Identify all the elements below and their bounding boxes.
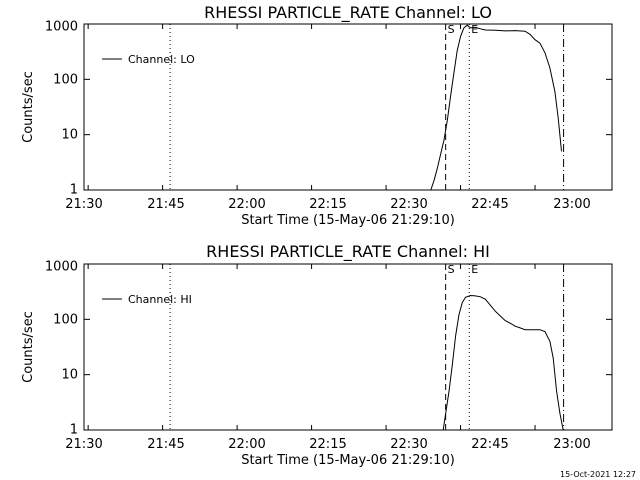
series-lines bbox=[442, 294, 564, 431]
x-tick-label: 22:30 bbox=[390, 437, 427, 452]
panel-hi: RHESSI PARTICLE_RATE Channel: HI 1 10 10… bbox=[21, 242, 613, 468]
series-lines bbox=[430, 24, 562, 191]
marker-label: E bbox=[471, 263, 478, 276]
x-tick-label: 22:00 bbox=[228, 197, 265, 212]
x-axis-title: Start Time (15-May-06 21:29:10) bbox=[241, 453, 455, 468]
x-tick-label: 21:45 bbox=[147, 437, 184, 452]
y-tick-label: 1000 bbox=[45, 20, 78, 35]
x-tick-label: 22:00 bbox=[228, 437, 265, 452]
y-tick-label: 10 bbox=[61, 368, 78, 383]
y-ticks: 1 10 100 1000 bbox=[45, 260, 78, 438]
marker-label: S bbox=[448, 263, 455, 276]
panel-title: RHESSI PARTICLE_RATE Channel: HI bbox=[206, 242, 490, 262]
x-tick-label: 22:30 bbox=[390, 197, 427, 212]
plot-frame bbox=[83, 263, 613, 431]
y-axis-title: Counts/sec bbox=[21, 311, 36, 383]
legend-label: Channel: LO bbox=[128, 53, 195, 66]
series-line bbox=[442, 294, 564, 431]
x-tick-label: 21:30 bbox=[65, 437, 102, 452]
y-tick-label: 1000 bbox=[45, 260, 78, 275]
x-tick-label: 22:15 bbox=[309, 437, 346, 452]
panel-lo: RHESSI PARTICLE_RATE Channel: LO 1 10 10… bbox=[21, 3, 613, 228]
x-tick-label: 23:00 bbox=[553, 197, 590, 212]
timestamp-label: 15-Oct-2021 12:27 bbox=[560, 470, 636, 479]
y-ticks: 1 10 100 1000 bbox=[45, 20, 78, 198]
legend-label: Channel: HI bbox=[128, 293, 192, 306]
y-axis-title: Counts/sec bbox=[21, 71, 36, 143]
marker-label: E bbox=[471, 23, 478, 36]
y-tick-label: 100 bbox=[53, 73, 78, 88]
x-tick-label: 21:45 bbox=[147, 197, 184, 212]
x-axis-title: Start Time (15-May-06 21:29:10) bbox=[241, 213, 455, 228]
legend: Channel: HI bbox=[102, 293, 192, 306]
x-tick-label: 22:15 bbox=[309, 197, 346, 212]
marker-label: S bbox=[448, 23, 455, 36]
y-tick-label: 10 bbox=[61, 128, 78, 143]
x-ticks: 21:30 21:45 22:00 22:15 22:30 22:45 23:0… bbox=[65, 437, 590, 452]
y-tick-label: 1 bbox=[70, 183, 78, 198]
y-tick-label: 100 bbox=[53, 313, 78, 328]
y-tick-label: 1 bbox=[70, 423, 78, 438]
panel-title: RHESSI PARTICLE_RATE Channel: LO bbox=[204, 3, 492, 23]
x-tick-label: 21:30 bbox=[65, 197, 102, 212]
legend: Channel: LO bbox=[102, 53, 195, 66]
series-line bbox=[430, 24, 562, 191]
x-tick-label: 22:45 bbox=[471, 197, 508, 212]
x-tick-label: 23:00 bbox=[553, 437, 590, 452]
plot-frame bbox=[83, 23, 613, 191]
x-tick-label: 22:45 bbox=[471, 437, 508, 452]
x-ticks: 21:30 21:45 22:00 22:15 22:30 22:45 23:0… bbox=[65, 197, 590, 212]
